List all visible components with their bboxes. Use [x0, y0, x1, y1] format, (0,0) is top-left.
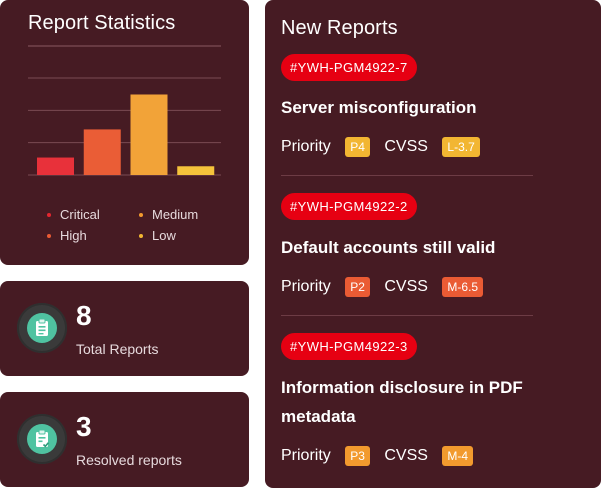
- clipboard-check-icon: [17, 414, 67, 464]
- report-meta: Priority P2 CVSS M-6.5: [281, 276, 493, 298]
- priority-badge: P3: [345, 446, 370, 466]
- bar-medium[interactable]: [130, 94, 168, 175]
- priority-badge: P4: [345, 137, 370, 157]
- clipboard-icon: [17, 303, 67, 353]
- report-id-badge[interactable]: #YWH-PGM4922-7: [281, 54, 417, 81]
- total-reports-count: 8: [76, 300, 92, 331]
- cvss-badge: L-3.7: [442, 137, 480, 157]
- total-reports-label: Total Reports: [76, 341, 159, 357]
- report-id-badge[interactable]: #YWH-PGM4922-3: [281, 333, 417, 360]
- chart-gridlines: [28, 77, 221, 176]
- report-title[interactable]: Default accounts still valid: [281, 238, 496, 257]
- new-reports-title: New Reports: [281, 17, 398, 39]
- report-id-badge[interactable]: #YWH-PGM4922-2: [281, 193, 417, 220]
- legend-item-critical: Critical: [47, 207, 100, 222]
- report-meta: Priority P4 CVSS L-3.7: [281, 136, 490, 158]
- report-meta: Priority P3 CVSS M-4: [281, 445, 483, 467]
- legend-dot: [47, 233, 51, 238]
- priority-badge: P2: [345, 277, 370, 297]
- report-title[interactable]: Server misconfiguration: [281, 98, 477, 117]
- priority-label: Priority: [281, 447, 331, 464]
- legend-dot: [47, 212, 51, 217]
- cvss-label: CVSS: [384, 138, 428, 155]
- legend-label: Low: [152, 228, 176, 243]
- legend-label: Critical: [60, 207, 100, 222]
- total-reports-card[interactable]: 8 Total Reports: [0, 281, 249, 376]
- legend-dot: [139, 212, 143, 217]
- bar-critical[interactable]: [37, 157, 74, 175]
- legend-label: High: [60, 228, 87, 243]
- chart-bars: [37, 94, 215, 175]
- new-reports-card: New Reports #YWH-PGM4922-7 Server miscon…: [265, 0, 601, 488]
- cvss-label: CVSS: [384, 278, 428, 295]
- resolved-reports-label: Resolved reports: [76, 452, 182, 468]
- priority-label: Priority: [281, 138, 331, 155]
- cvss-badge: M-4: [442, 446, 474, 466]
- legend-item-medium: Medium: [139, 207, 198, 222]
- cvss-label: CVSS: [384, 447, 428, 464]
- legend-item-high: High: [47, 228, 87, 243]
- bar-low[interactable]: [177, 166, 215, 175]
- legend-item-low: Low: [139, 228, 176, 243]
- priority-label: Priority: [281, 278, 331, 295]
- bar-high[interactable]: [83, 129, 121, 175]
- divider: [281, 175, 533, 176]
- resolved-reports-card[interactable]: 3 Resolved reports: [0, 392, 249, 487]
- legend-dot: [139, 233, 143, 238]
- divider: [281, 315, 533, 316]
- report-title[interactable]: Information disclosure in PDF metadata: [281, 378, 523, 426]
- cvss-badge: M-6.5: [442, 277, 484, 297]
- legend-label: Medium: [152, 207, 199, 222]
- resolved-reports-count: 3: [76, 411, 92, 442]
- stats-title: Report Statistics: [28, 12, 176, 34]
- report-statistics-card: Report Statistics Critical Medium High L…: [0, 0, 249, 265]
- severity-bar-chart: [28, 45, 221, 176]
